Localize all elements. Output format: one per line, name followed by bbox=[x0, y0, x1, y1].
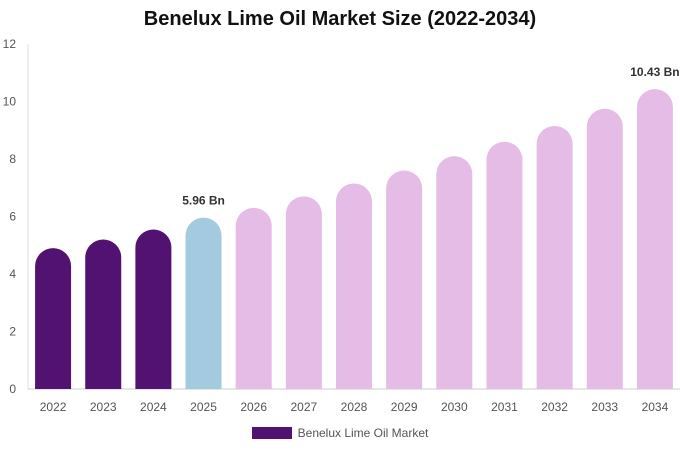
y-tick-label: 0 bbox=[9, 382, 16, 396]
legend-swatch bbox=[251, 427, 292, 439]
x-tick-label: 2033 bbox=[591, 400, 618, 414]
bar-2032[interactable] bbox=[536, 125, 573, 389]
bar-2031[interactable] bbox=[486, 141, 523, 389]
data-label-2034: 10.43 Bn bbox=[630, 65, 679, 79]
x-tick-label: 2030 bbox=[441, 400, 468, 414]
y-tick-label: 2 bbox=[9, 325, 16, 339]
y-tick-label: 8 bbox=[9, 152, 16, 166]
bar-2024[interactable] bbox=[135, 229, 172, 389]
bar-2022[interactable] bbox=[35, 248, 72, 389]
y-tick-label: 12 bbox=[3, 37, 17, 51]
x-tick-label: 2025 bbox=[190, 400, 217, 414]
bar-2023[interactable] bbox=[85, 239, 122, 390]
chart-title: Benelux Lime Oil Market Size (2022-2034) bbox=[143, 8, 537, 30]
bar-2026[interactable] bbox=[235, 207, 272, 389]
y-tick-label: 4 bbox=[9, 267, 16, 281]
legend[interactable]: Benelux Lime Oil Market bbox=[0, 426, 680, 440]
x-tick-label: 2027 bbox=[290, 400, 317, 414]
bar-2034[interactable] bbox=[636, 89, 673, 389]
x-tick-label: 2031 bbox=[491, 400, 518, 414]
x-tick-label: 2024 bbox=[140, 400, 167, 414]
x-tick-label: 2026 bbox=[240, 400, 267, 414]
y-tick-label: 6 bbox=[9, 210, 16, 224]
data-label-2025: 5.96 Bn bbox=[182, 194, 225, 208]
bar-2028[interactable] bbox=[336, 183, 372, 389]
x-tick-label: 2028 bbox=[341, 400, 368, 414]
legend-label: Benelux Lime Oil Market bbox=[297, 426, 429, 440]
bar-2033[interactable] bbox=[586, 108, 623, 389]
bar-2027[interactable] bbox=[285, 196, 322, 389]
bar-2030[interactable] bbox=[436, 156, 473, 389]
x-tick-label: 2032 bbox=[541, 400, 568, 414]
x-tick-label: 2034 bbox=[642, 400, 669, 414]
bar-2029[interactable] bbox=[386, 170, 423, 390]
x-tick-label: 2023 bbox=[90, 400, 117, 414]
y-tick-label: 10 bbox=[3, 95, 17, 109]
x-tick-label: 2029 bbox=[391, 400, 418, 414]
bar-2025[interactable] bbox=[185, 217, 222, 389]
x-tick-label: 2022 bbox=[40, 400, 67, 414]
